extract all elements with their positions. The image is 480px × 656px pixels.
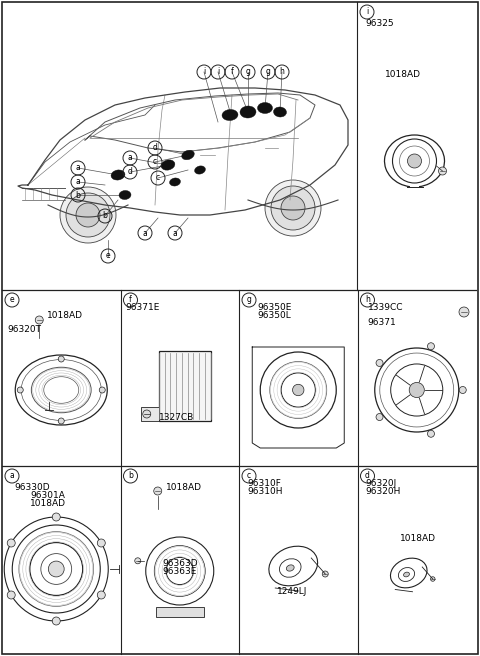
Text: 96325: 96325: [365, 19, 394, 28]
Ellipse shape: [222, 110, 238, 121]
Text: d: d: [128, 167, 132, 176]
Circle shape: [66, 193, 110, 237]
Text: f: f: [230, 68, 233, 77]
Circle shape: [52, 617, 60, 625]
Circle shape: [376, 359, 383, 367]
Circle shape: [99, 387, 105, 393]
Circle shape: [76, 203, 100, 227]
Text: 1339CC: 1339CC: [368, 303, 403, 312]
Text: 1249LJ: 1249LJ: [277, 587, 307, 596]
Text: 96371E: 96371E: [125, 303, 160, 312]
Text: 1018AD: 1018AD: [399, 534, 435, 543]
Text: 96350E: 96350E: [257, 303, 291, 312]
Ellipse shape: [169, 178, 180, 186]
Circle shape: [7, 591, 15, 599]
Text: g: g: [265, 68, 270, 77]
Text: d: d: [153, 144, 157, 152]
Text: 1018AD: 1018AD: [385, 70, 421, 79]
Circle shape: [60, 187, 116, 243]
Text: g: g: [247, 295, 252, 304]
Text: 1018AD: 1018AD: [30, 499, 66, 508]
Text: c: c: [153, 157, 157, 167]
Text: 96301A: 96301A: [30, 491, 65, 500]
Text: a: a: [76, 163, 80, 173]
Text: i: i: [217, 68, 219, 77]
Text: f: f: [129, 295, 132, 304]
Text: g: g: [246, 68, 251, 77]
Circle shape: [135, 558, 141, 564]
Circle shape: [143, 410, 151, 418]
Ellipse shape: [287, 565, 294, 571]
Text: 96363E: 96363E: [163, 567, 197, 576]
Circle shape: [281, 196, 305, 220]
Ellipse shape: [194, 166, 205, 174]
Ellipse shape: [257, 102, 273, 113]
Circle shape: [271, 186, 315, 230]
Circle shape: [439, 167, 446, 175]
Circle shape: [97, 539, 105, 547]
Text: b: b: [103, 211, 108, 220]
Circle shape: [431, 577, 435, 581]
Circle shape: [459, 386, 466, 394]
Text: 96320T: 96320T: [7, 325, 41, 334]
Text: i: i: [203, 68, 205, 77]
Text: c: c: [247, 472, 251, 480]
Text: h: h: [279, 68, 285, 77]
Circle shape: [58, 418, 64, 424]
Text: a: a: [173, 228, 178, 237]
Text: 1018AD: 1018AD: [166, 483, 202, 492]
Circle shape: [322, 571, 328, 577]
Ellipse shape: [240, 106, 256, 118]
Text: 96320J: 96320J: [365, 479, 397, 488]
Circle shape: [265, 180, 321, 236]
Circle shape: [459, 307, 469, 317]
Ellipse shape: [404, 572, 409, 577]
Circle shape: [409, 382, 424, 398]
Circle shape: [408, 154, 421, 168]
Bar: [159, 351, 211, 421]
Circle shape: [48, 561, 64, 577]
Circle shape: [292, 384, 304, 396]
Text: e: e: [106, 251, 110, 260]
Circle shape: [35, 316, 43, 324]
Circle shape: [428, 342, 434, 350]
Text: b: b: [128, 472, 133, 480]
Text: d: d: [365, 472, 370, 480]
Text: 96330D: 96330D: [14, 483, 49, 492]
Circle shape: [7, 539, 15, 547]
Ellipse shape: [111, 170, 125, 180]
Ellipse shape: [182, 150, 194, 160]
Circle shape: [97, 591, 105, 599]
Text: a: a: [128, 154, 132, 163]
Text: a: a: [143, 228, 147, 237]
Bar: [141, 407, 159, 421]
Circle shape: [52, 513, 60, 521]
Text: a: a: [76, 178, 80, 186]
Text: 96310H: 96310H: [247, 487, 283, 496]
Text: c: c: [156, 173, 160, 182]
Circle shape: [154, 487, 162, 495]
Ellipse shape: [274, 107, 287, 117]
Text: 96350L: 96350L: [257, 311, 291, 320]
Text: a: a: [10, 472, 14, 480]
Text: 96310F: 96310F: [247, 479, 281, 488]
Text: 1018AD: 1018AD: [47, 311, 83, 320]
Circle shape: [376, 413, 383, 420]
Text: i: i: [366, 7, 368, 16]
Text: 96320H: 96320H: [365, 487, 401, 496]
Bar: [156, 607, 204, 617]
Text: 96371: 96371: [368, 318, 396, 327]
Text: h: h: [365, 295, 370, 304]
Ellipse shape: [161, 160, 175, 170]
Text: b: b: [75, 190, 81, 199]
Circle shape: [17, 387, 23, 393]
Circle shape: [58, 356, 64, 362]
Circle shape: [428, 430, 434, 438]
Text: 1327CB: 1327CB: [158, 413, 194, 422]
Text: 96363D: 96363D: [163, 559, 198, 568]
Ellipse shape: [119, 190, 131, 199]
Text: e: e: [10, 295, 14, 304]
